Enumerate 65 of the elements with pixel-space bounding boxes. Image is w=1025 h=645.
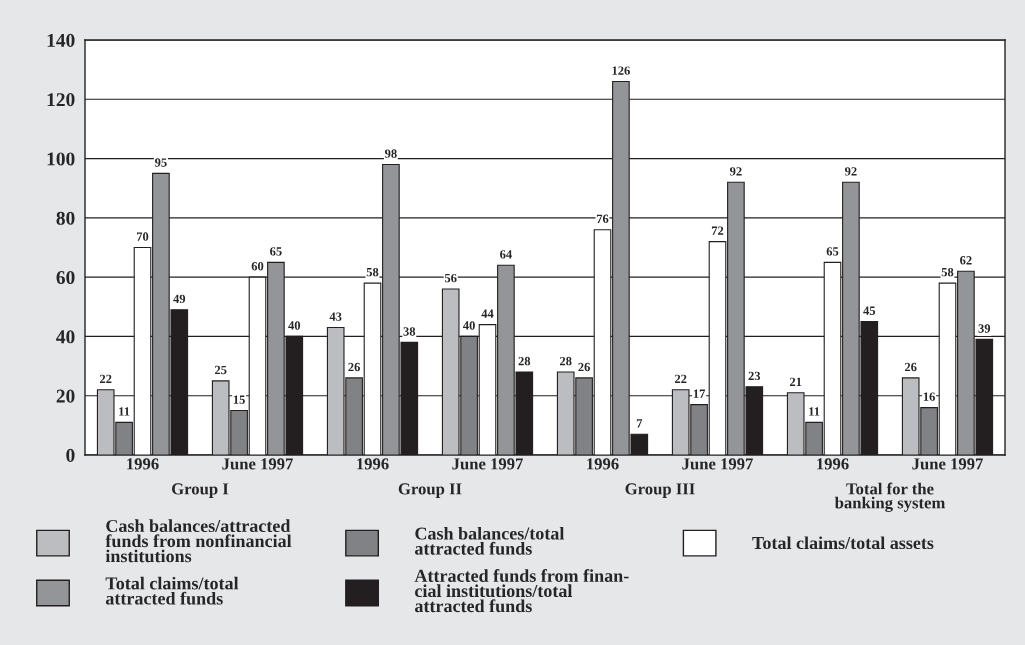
- data-label: 16: [923, 392, 935, 401]
- data-label: 22: [99, 374, 112, 383]
- x-tick-label: June 1997: [912, 458, 983, 470]
- data-label: 22: [674, 374, 687, 383]
- data-label: 95: [154, 158, 167, 167]
- data-label: 58: [941, 267, 954, 277]
- data-label: 40: [463, 321, 475, 330]
- y-tick-label: 100: [47, 152, 75, 166]
- text: Group III: [625, 483, 695, 498]
- data-label: 98: [384, 149, 397, 158]
- y-tick-label: 120: [47, 93, 75, 107]
- data-label: 23: [748, 371, 761, 381]
- data-label: 65: [826, 247, 839, 256]
- text: Group I: [172, 483, 229, 498]
- data-label: 26: [348, 362, 360, 372]
- y-tick-label: 20: [56, 389, 75, 403]
- data-label: 70: [136, 232, 149, 241]
- data-label: 38: [403, 327, 416, 336]
- data-label: 28: [518, 356, 531, 366]
- data-label: 92: [729, 167, 742, 176]
- data-label: 65: [270, 247, 282, 256]
- data-label: 56: [444, 273, 457, 283]
- data-label: 11: [119, 407, 130, 416]
- x-tick-label: 1996: [587, 458, 619, 470]
- y-tick-label: 140: [47, 33, 75, 47]
- data-label: 25: [214, 365, 227, 375]
- legend-label: Cash balances/attracted funds from nonfinancial institutions: [105, 519, 292, 563]
- x-tick-label: June 1997: [452, 458, 523, 470]
- y-tick-label: 40: [56, 330, 75, 344]
- data-label: 26: [904, 362, 917, 372]
- data-label: 76: [596, 214, 609, 224]
- y-tick-label: 80: [56, 211, 75, 225]
- legend-label: Total claims/total attracted funds: [105, 576, 239, 605]
- data-label: 58: [366, 267, 379, 277]
- data-label: 26: [578, 362, 590, 372]
- data-label: 62: [960, 256, 972, 265]
- x-tick-label: 1996: [817, 458, 849, 470]
- data-label: 72: [711, 226, 724, 235]
- data-label: 11: [809, 407, 820, 416]
- data-label: 43: [329, 312, 342, 321]
- data-label: 40: [288, 321, 301, 330]
- text: Group II: [398, 483, 462, 498]
- data-label: 17: [693, 389, 706, 398]
- data-label: 7: [636, 419, 643, 428]
- data-label: 64: [500, 250, 512, 259]
- text: Total for the banking system: [834, 482, 946, 512]
- data-label: 126: [612, 66, 630, 75]
- data-label: 45: [863, 306, 876, 315]
- y-tick-label: 60: [56, 270, 75, 285]
- x-tick-label: June 1997: [682, 458, 753, 470]
- x-tick-label: 1996: [357, 458, 389, 470]
- data-label: 44: [481, 309, 494, 318]
- data-label: 21: [789, 377, 802, 386]
- y-tick-label: 0: [66, 448, 75, 462]
- data-label: 60: [251, 262, 264, 271]
- data-label: 15: [233, 395, 245, 404]
- legend-label: Total claims/total assets: [752, 536, 934, 550]
- data-label: 92: [844, 167, 857, 176]
- x-tick-label: June 1997: [222, 458, 293, 470]
- data-label: 39: [978, 324, 991, 333]
- x-tick-label: 1996: [127, 458, 159, 470]
- data-label: 28: [559, 356, 572, 366]
- data-label: 49: [173, 294, 186, 304]
- legend-label: Attracted funds from finan- cial institutions/total attracted funds: [414, 569, 629, 613]
- legend-label: Cash balances/total attracted funds: [415, 526, 565, 555]
